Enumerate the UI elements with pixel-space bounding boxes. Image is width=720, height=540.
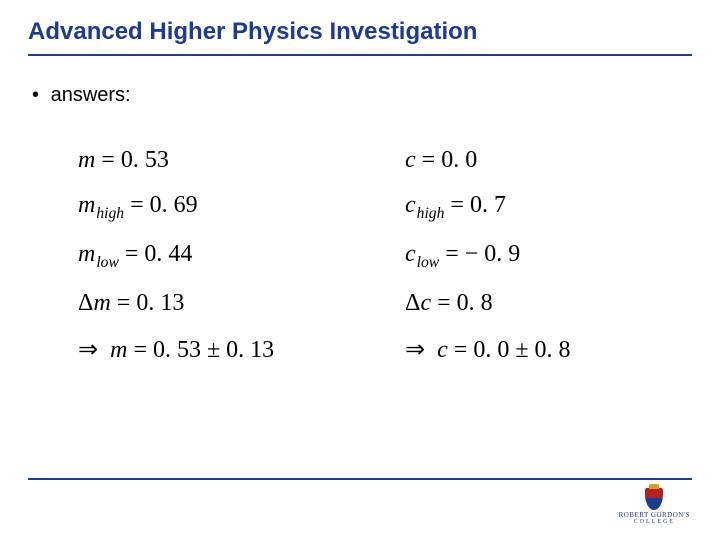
- eq-sub: low: [417, 254, 440, 271]
- eq-rhs: 0. 0: [441, 147, 477, 173]
- eq-rhs: 0. 53: [121, 147, 169, 173]
- equation: ⇒ m = 0. 53 ± 0. 13: [78, 335, 365, 364]
- equations-area: m = 0. 53 mhigh = 0. 69 mlow = 0. 44 Δm …: [28, 147, 692, 382]
- equation: m = 0. 53: [78, 147, 365, 174]
- title-rule: [28, 54, 692, 56]
- equation: mhigh = 0. 69: [78, 192, 365, 223]
- eq-var: m: [78, 241, 95, 267]
- equations-right-column: c = 0. 0 chigh = 0. 7 clow = − 0. 9 Δc =…: [405, 147, 692, 382]
- logo-text: ROBERT GORDON'S COLLEGE: [619, 512, 690, 526]
- eq-rhs: − 0. 9: [465, 241, 521, 267]
- delta-symbol: Δ: [405, 290, 420, 316]
- bullet-line: • answers:: [28, 84, 692, 107]
- eq-var: m: [78, 192, 95, 218]
- footer-rule: [28, 478, 692, 480]
- equation: clow = − 0. 9: [405, 241, 692, 272]
- eq-rhs: 0. 7: [470, 192, 506, 218]
- college-logo: ROBERT GORDON'S COLLEGE: [619, 488, 690, 526]
- eq-var: m: [110, 337, 127, 363]
- logo-line1: ROBERT GORDON'S: [619, 512, 690, 520]
- eq-var: c: [405, 241, 416, 267]
- eq-rhs: 0. 13: [136, 290, 184, 316]
- eq-sub: low: [96, 254, 119, 271]
- implies-symbol: ⇒: [405, 337, 425, 363]
- shield-icon: [645, 488, 663, 510]
- equation: Δm = 0. 13: [78, 290, 365, 317]
- equation: c = 0. 0: [405, 147, 692, 174]
- bullet-marker: •: [32, 84, 39, 106]
- eq-var: c: [437, 337, 448, 363]
- equation: chigh = 0. 7: [405, 192, 692, 223]
- eq-var: m: [78, 147, 95, 173]
- page-title: Advanced Higher Physics Investigation: [28, 18, 692, 46]
- eq-sub: high: [417, 205, 445, 222]
- eq-rhs: 0. 8: [457, 290, 493, 316]
- logo-line2: COLLEGE: [619, 519, 690, 526]
- equations-left-column: m = 0. 53 mhigh = 0. 69 mlow = 0. 44 Δm …: [78, 147, 365, 382]
- equation: Δc = 0. 8: [405, 290, 692, 317]
- bullet-text: answers:: [51, 84, 131, 106]
- eq-var: c: [405, 192, 416, 218]
- eq-var: c: [420, 290, 431, 316]
- eq-var: m: [93, 290, 110, 316]
- equation: ⇒ c = 0. 0 ± 0. 8: [405, 335, 692, 364]
- eq-rhs: 0. 44: [144, 241, 192, 267]
- eq-sub: high: [96, 205, 124, 222]
- implies-symbol: ⇒: [78, 337, 98, 363]
- equation: mlow = 0. 44: [78, 241, 365, 272]
- eq-rhs: 0. 0 ± 0. 8: [473, 337, 570, 363]
- eq-var: c: [405, 147, 416, 173]
- delta-symbol: Δ: [78, 290, 93, 316]
- eq-rhs: 0. 53 ± 0. 13: [153, 337, 274, 363]
- eq-rhs: 0. 69: [150, 192, 198, 218]
- slide: Advanced Higher Physics Investigation • …: [0, 0, 720, 540]
